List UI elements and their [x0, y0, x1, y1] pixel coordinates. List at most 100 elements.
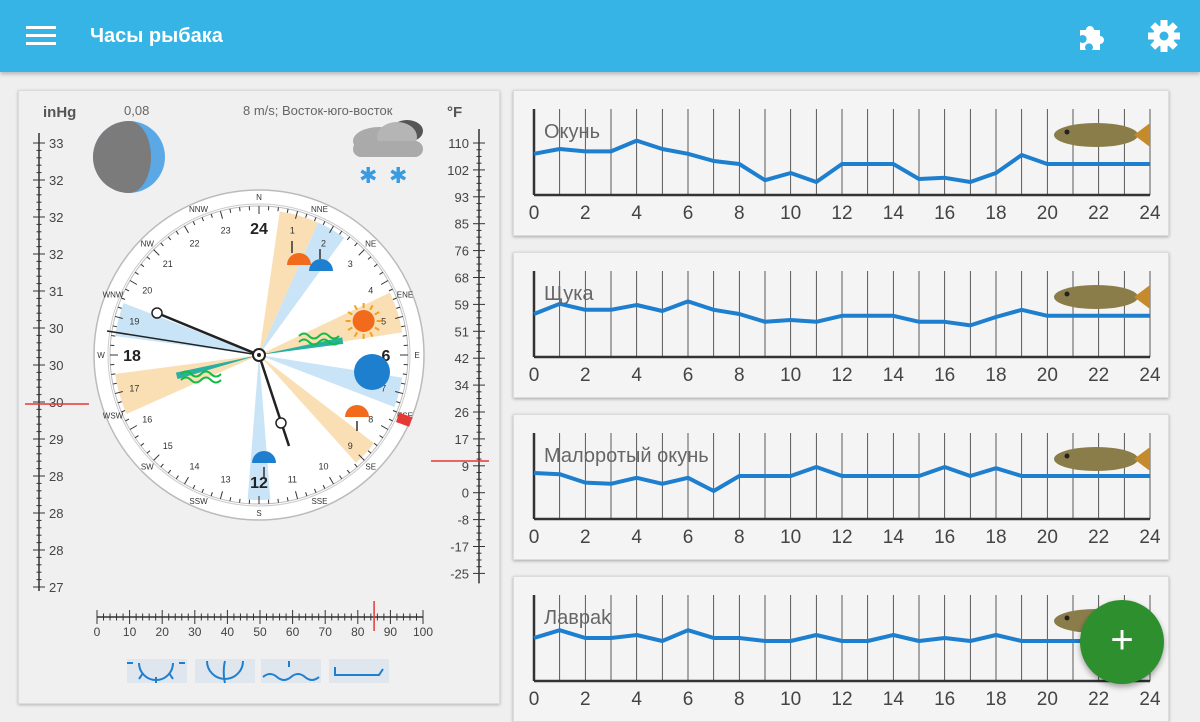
x-tick-label: 8 [734, 527, 745, 548]
x-tick-label: 16 [934, 365, 955, 386]
humidity-tick-label: 50 [253, 625, 267, 639]
pressure-tick-label: 32 [49, 173, 63, 188]
hour-label: 22 [189, 238, 199, 248]
pressure-tick-label: 30 [49, 358, 63, 373]
pressure-tick-label: 30 [49, 321, 63, 336]
x-tick-label: 14 [883, 365, 905, 386]
x-tick-label: 22 [1088, 365, 1109, 386]
hour-label: 20 [142, 286, 152, 296]
temp-unit-label: °F [447, 104, 462, 121]
fish-name: Окунь [544, 121, 600, 144]
hour-label: 16 [142, 415, 152, 425]
humidity-tick-label: 20 [156, 625, 170, 639]
hour-label: 10 [318, 462, 328, 472]
temp-tick-label: 93 [455, 190, 469, 205]
x-tick-label: 12 [831, 203, 852, 224]
smallmouth-bass-icon [1054, 447, 1150, 471]
x-tick-label: 2 [580, 365, 591, 386]
app-title: Часы рыбака [90, 25, 223, 48]
x-tick-label: 6 [683, 689, 694, 710]
x-tick-label: 2 [580, 203, 591, 224]
direction-label: SW [141, 463, 154, 472]
pressure-tick-label: 30 [49, 395, 63, 410]
cloud-snow-icon: ✱ ✱ [353, 120, 423, 189]
x-tick-label: 16 [934, 203, 955, 224]
fish-name: Малоротый окунь [544, 445, 709, 468]
x-tick-label: 20 [1037, 527, 1058, 548]
x-tick-label: 0 [529, 527, 540, 548]
direction-label: WNW [103, 291, 124, 300]
x-tick-label: 10 [780, 689, 801, 710]
hour-label: 19 [129, 317, 139, 327]
x-tick-label: 12 [831, 527, 852, 548]
temp-tick-label: 34 [455, 378, 469, 393]
temp-tick-label: -25 [450, 566, 469, 581]
moon-phase-icon[interactable] [195, 659, 255, 683]
pike-icon [1054, 285, 1150, 309]
x-tick-label: 18 [985, 365, 1006, 386]
sun-icon[interactable] [127, 659, 187, 683]
puzzle-icon[interactable] [1074, 18, 1110, 54]
x-tick-label: 4 [631, 365, 642, 386]
perch-icon [1054, 123, 1150, 147]
humidity-tick-label: 40 [221, 625, 235, 639]
x-tick-label: 14 [883, 203, 905, 224]
pressure-tick-label: 32 [49, 247, 63, 262]
x-tick-label: 18 [985, 689, 1006, 710]
temp-tick-label: 102 [447, 163, 469, 178]
main-hour-label: 12 [250, 475, 268, 492]
x-tick-label: 8 [734, 203, 745, 224]
x-tick-label: 10 [780, 365, 801, 386]
humidity-tick-label: 10 [123, 625, 137, 639]
x-tick-label: 8 [734, 365, 745, 386]
main-hour-label: 18 [123, 348, 141, 365]
x-tick-label: 24 [1139, 203, 1161, 224]
x-tick-label: 18 [985, 527, 1006, 548]
moon-phase-value: 0,08 [124, 103, 149, 118]
hour-label: 15 [163, 441, 173, 451]
direction-label: SE [365, 463, 376, 472]
pressure-tick-label: 27 [49, 580, 63, 595]
hour-label: 9 [348, 441, 353, 451]
hour-label: 11 [288, 475, 297, 485]
hour-label: 8 [368, 415, 373, 425]
x-tick-label: 6 [683, 203, 694, 224]
temp-tick-label: 110 [448, 136, 469, 151]
tide-icon[interactable] [329, 659, 389, 683]
x-tick-label: 18 [985, 203, 1006, 224]
moon-phase-icon [93, 121, 165, 193]
add-button[interactable]: + [1080, 600, 1164, 684]
hour-label: 14 [189, 462, 199, 472]
water-icon[interactable] [261, 659, 321, 683]
solunar-clock: NNNENEENEEESESESSESSSWSWWSWWWNWNWNNW2461… [94, 190, 424, 520]
x-tick-label: 6 [683, 527, 694, 548]
direction-label: W [97, 351, 105, 360]
gear-icon[interactable] [1146, 18, 1182, 54]
pressure-tick-label: 32 [49, 210, 63, 225]
x-tick-label: 6 [683, 365, 694, 386]
direction-label: SSE [311, 497, 327, 506]
pressure-tick-label: 31 [49, 284, 63, 299]
temp-tick-label: 42 [455, 351, 469, 366]
direction-label: N [256, 193, 262, 202]
x-tick-label: 22 [1088, 689, 1109, 710]
fish-name: Щука [544, 283, 594, 306]
humidity-tick-label: 70 [319, 625, 333, 639]
hour-label: 23 [221, 225, 231, 235]
x-tick-label: 24 [1139, 527, 1161, 548]
direction-label: ENE [397, 291, 413, 300]
wind-info: 8 m/s; Восток-юго-восток [243, 103, 393, 118]
menu-icon[interactable] [26, 24, 58, 48]
